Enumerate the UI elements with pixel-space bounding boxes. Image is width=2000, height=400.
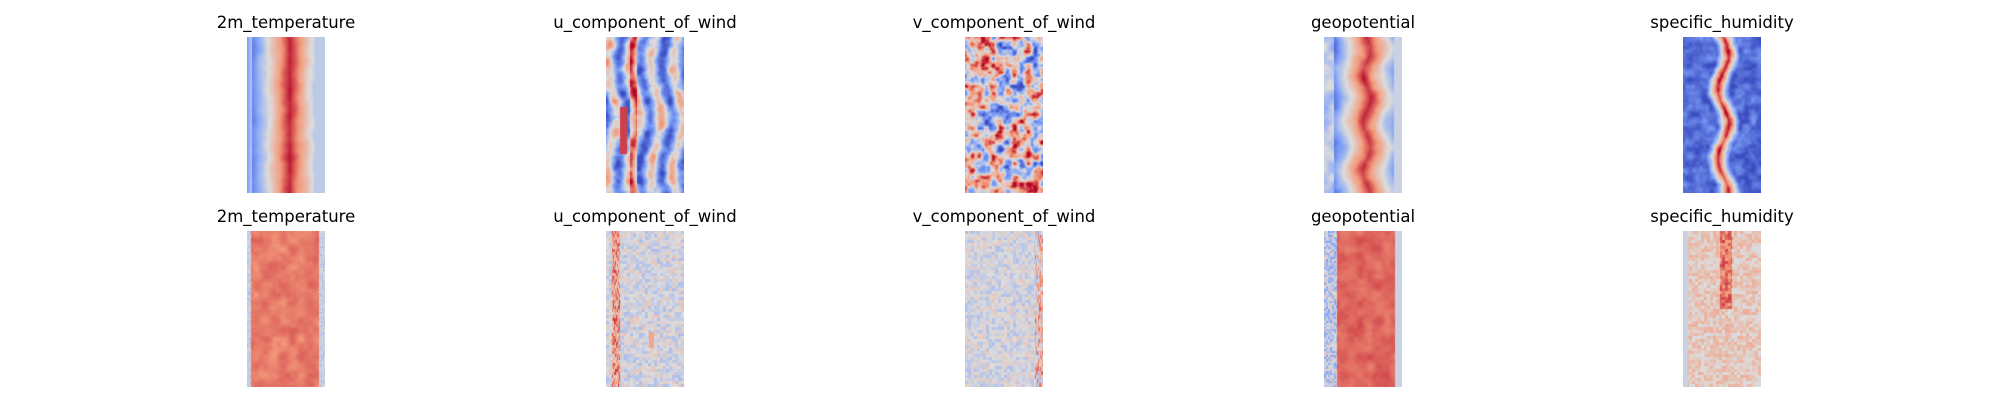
heatmap-image: [247, 231, 325, 387]
panel-title: u_component_of_wind: [553, 207, 737, 226]
heatmap-image: [606, 37, 684, 193]
heatmap-panel: u_component_of_wind: [553, 207, 737, 387]
panel-title: u_component_of_wind: [553, 13, 737, 32]
panel-title: geopotential: [1310, 207, 1416, 226]
heatmap-panel: 2m_temperature: [217, 13, 355, 193]
heatmap-image: [606, 231, 684, 387]
panel-title: v_component_of_wind: [912, 207, 1096, 226]
heatmap-image: [1324, 37, 1402, 193]
panel-title: specific_humidity: [1650, 13, 1794, 32]
heatmap-image: [1324, 231, 1402, 387]
heatmap-panel: specific_humidity: [1650, 207, 1794, 387]
heatmap-panel: u_component_of_wind: [553, 13, 737, 193]
heatmap-image: [1683, 37, 1761, 193]
heatmap-panel: 2m_temperature: [217, 207, 355, 387]
heatmap-panel: v_component_of_wind: [913, 13, 1095, 193]
panel-title: v_component_of_wind: [912, 13, 1096, 32]
panel-title: geopotential: [1310, 13, 1416, 32]
heatmap-panel: geopotential: [1311, 207, 1415, 387]
heatmap-image: [1683, 231, 1761, 387]
heatmap-image: [965, 231, 1043, 387]
heatmap-panel: v_component_of_wind: [913, 207, 1095, 387]
panel-title: specific_humidity: [1650, 207, 1794, 226]
heatmap-panel: specific_humidity: [1650, 13, 1794, 193]
heatmap-image: [965, 37, 1043, 193]
heatmap-image: [247, 37, 325, 193]
heatmap-panel: geopotential: [1311, 13, 1415, 193]
panel-title: 2m_temperature: [216, 207, 356, 226]
panel-title: 2m_temperature: [216, 13, 356, 32]
